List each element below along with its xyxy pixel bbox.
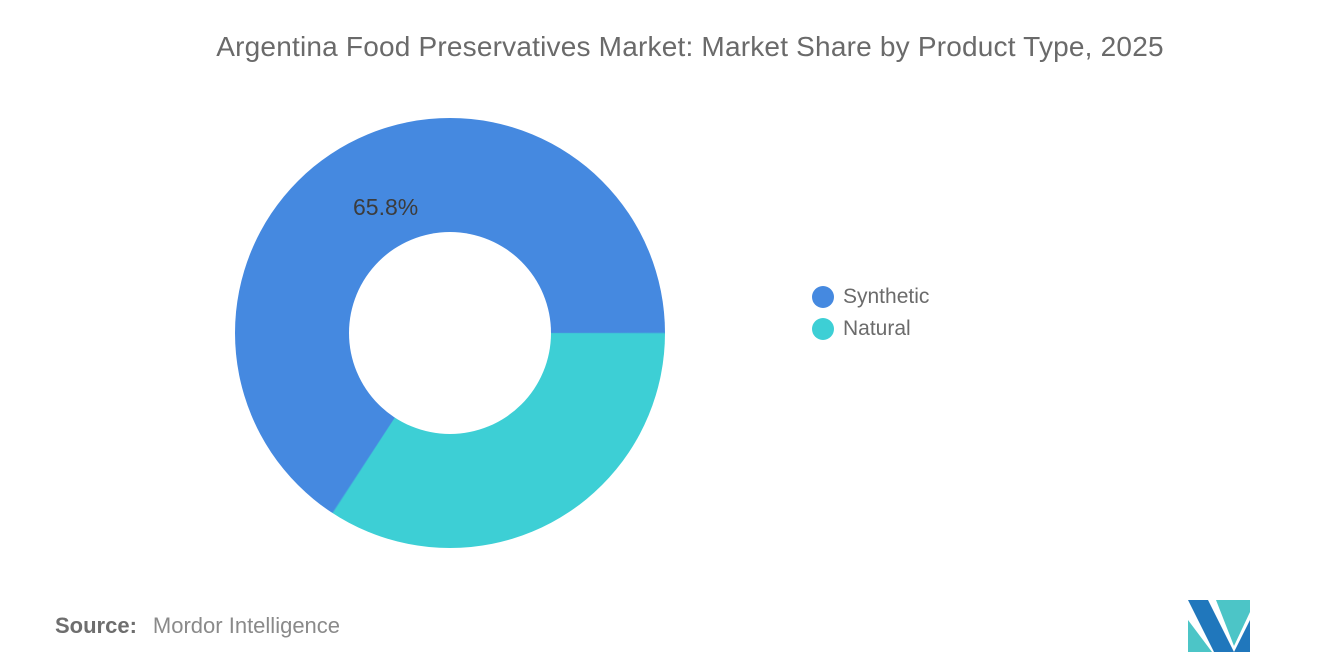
mordor-intelligence-logo-icon xyxy=(1188,600,1250,652)
donut-chart: 65.8% xyxy=(235,118,665,548)
legend-label-natural: Natural xyxy=(843,317,911,340)
source-label: Source: xyxy=(55,613,137,638)
legend-item-synthetic: Synthetic xyxy=(812,281,929,313)
legend-swatch-synthetic-icon xyxy=(812,286,834,308)
logo-blue-right-triangle xyxy=(1234,620,1250,652)
chart-title: Argentina Food Preservatives Market: Mar… xyxy=(216,31,1164,62)
logo-teal-right-shape xyxy=(1216,600,1250,646)
source-line: Source: Mordor Intelligence xyxy=(55,613,340,639)
logo-blue-ribbon xyxy=(1188,600,1234,652)
source-value: Mordor Intelligence xyxy=(152,613,341,638)
legend-item-natural: Natural xyxy=(812,313,929,345)
slice-label-synthetic: 65.8% xyxy=(353,194,419,220)
legend-swatch-natural-icon xyxy=(812,318,834,340)
logo-teal-left-triangle xyxy=(1188,620,1212,652)
legend: Synthetic Natural xyxy=(812,281,929,345)
legend-label-synthetic: Synthetic xyxy=(843,285,930,308)
donut-hole xyxy=(349,232,551,434)
